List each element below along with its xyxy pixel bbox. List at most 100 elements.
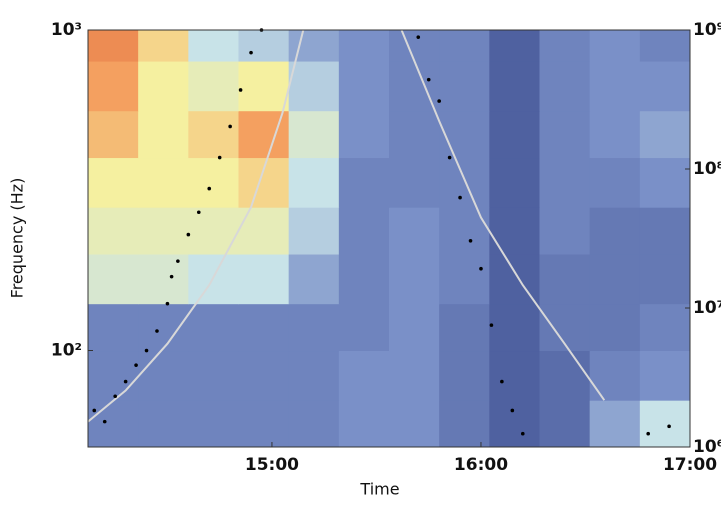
heatmap-cell bbox=[88, 157, 139, 208]
scatter-point bbox=[489, 323, 494, 327]
heatmap-cell bbox=[138, 400, 189, 448]
heatmap-cell bbox=[238, 157, 290, 208]
heatmap-cell bbox=[439, 110, 490, 159]
heatmap-cell bbox=[639, 350, 691, 401]
scatter-point bbox=[238, 88, 243, 92]
heatmap-cell bbox=[589, 350, 641, 401]
heatmap-cell bbox=[288, 254, 340, 305]
scatter-point bbox=[123, 379, 128, 384]
heatmap-cell bbox=[288, 207, 340, 255]
heatmap-cell bbox=[389, 30, 440, 62]
scatter-point bbox=[667, 424, 671, 429]
scatter-point bbox=[144, 348, 149, 353]
heatmap-cell bbox=[639, 207, 691, 255]
heatmap-cell bbox=[338, 30, 390, 62]
heatmap-cell bbox=[389, 157, 440, 208]
heatmap-cell bbox=[288, 157, 340, 208]
curve bbox=[400, 29, 606, 401]
scatter-point bbox=[207, 186, 212, 191]
plot-frame bbox=[87, 29, 691, 448]
scatter-point bbox=[196, 210, 201, 215]
heatmap-cell bbox=[539, 400, 591, 448]
heatmap-cell bbox=[389, 207, 440, 255]
heatmap-cell bbox=[338, 157, 390, 208]
heatmap-cell bbox=[188, 61, 239, 112]
heatmap-cell bbox=[589, 254, 641, 305]
scatter-point bbox=[102, 419, 107, 424]
heatmap-cell bbox=[138, 110, 189, 159]
heatmap-cell bbox=[539, 350, 591, 401]
heatmap-cell bbox=[338, 207, 390, 255]
heatmap-cell bbox=[188, 303, 239, 352]
heatmap-cell bbox=[589, 207, 641, 255]
heatmap-cell bbox=[188, 254, 239, 305]
heatmap-cell bbox=[288, 350, 340, 401]
heatmap-cell bbox=[539, 207, 591, 255]
heatmap-cell bbox=[589, 400, 641, 448]
heatmap-cell bbox=[288, 400, 340, 448]
heatmap-cell bbox=[288, 110, 340, 159]
heatmap-cell bbox=[188, 207, 239, 255]
scatter-point bbox=[458, 195, 462, 200]
heatmap-cell bbox=[88, 207, 139, 255]
heatmap-cell bbox=[238, 30, 290, 62]
heatmap-cell bbox=[639, 254, 691, 305]
heatmap-cell bbox=[389, 303, 440, 352]
heatmap-cell bbox=[439, 61, 490, 112]
heatmap-cell bbox=[138, 303, 189, 352]
scatter-point bbox=[186, 232, 191, 237]
heatmap-cell bbox=[88, 61, 139, 112]
scatter-point bbox=[176, 259, 180, 263]
scatter-point bbox=[165, 301, 170, 306]
heatmap-cell bbox=[589, 110, 641, 159]
heatmap-cell bbox=[88, 400, 139, 448]
heatmap-cell bbox=[88, 30, 139, 62]
heatmap-cell bbox=[489, 350, 540, 401]
scatter-point bbox=[416, 35, 421, 39]
heatmap-cell bbox=[439, 400, 490, 448]
heatmap-cell bbox=[338, 61, 390, 112]
heatmap-cell bbox=[88, 303, 139, 352]
heatmap-cell bbox=[389, 110, 440, 159]
heatmap-cell bbox=[489, 303, 540, 352]
heatmap-cell bbox=[489, 157, 540, 208]
heatmap-cell bbox=[238, 400, 290, 448]
heatmap-cell bbox=[589, 157, 641, 208]
heatmap-cell bbox=[188, 30, 239, 62]
heatmap-cell bbox=[539, 157, 591, 208]
heatmap-cell bbox=[88, 350, 139, 401]
heatmap-cell bbox=[238, 350, 290, 401]
scatter-point bbox=[646, 431, 650, 436]
heatmap-cell bbox=[639, 61, 691, 112]
heatmap-cell bbox=[639, 303, 691, 352]
heatmap-cell bbox=[489, 254, 540, 305]
heatmap-cell bbox=[188, 110, 239, 159]
scatter-point bbox=[249, 50, 253, 55]
heatmap-cell bbox=[338, 350, 390, 401]
heatmap-cell bbox=[489, 207, 540, 255]
heatmap-cell bbox=[439, 157, 490, 208]
heatmap-cell bbox=[238, 61, 290, 112]
heatmap-cell bbox=[138, 207, 189, 255]
x-axis-label: Time bbox=[359, 480, 399, 499]
x-tick-label: 16:00 bbox=[454, 455, 508, 475]
scatter-point bbox=[426, 77, 431, 82]
heatmap-cell bbox=[288, 303, 340, 352]
heatmap-cell bbox=[589, 303, 641, 352]
y-tick-label: 10² bbox=[51, 341, 82, 361]
heatmap-cell bbox=[88, 254, 139, 305]
scatter-point bbox=[169, 274, 174, 279]
heatmap-cell bbox=[489, 61, 540, 112]
heatmap-cell bbox=[88, 110, 139, 159]
scatter-point bbox=[92, 408, 97, 413]
heatmap-cell bbox=[138, 254, 189, 305]
heatmap-cell bbox=[138, 350, 189, 401]
scatter-point bbox=[113, 394, 117, 399]
scatter-point bbox=[500, 379, 504, 384]
heatmap-cell bbox=[238, 254, 290, 305]
heatmap-cell bbox=[539, 30, 591, 62]
heatmap-cell bbox=[439, 30, 490, 62]
y2-tick-label: 10⁶ bbox=[693, 437, 721, 457]
heatmap-cell bbox=[539, 61, 591, 112]
heatmap-cell bbox=[138, 61, 189, 112]
